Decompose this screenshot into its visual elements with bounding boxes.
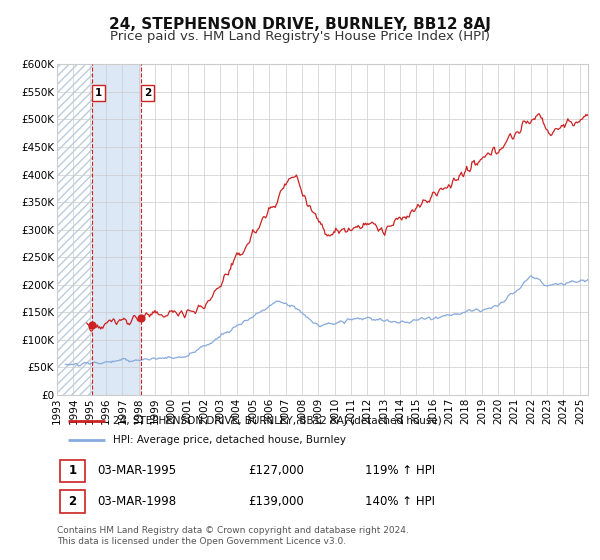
Point (137, 314, 146, 323)
Text: 2: 2 (68, 495, 76, 508)
FancyBboxPatch shape (59, 460, 85, 482)
Text: 1: 1 (68, 464, 76, 478)
Text: 03-MAR-1998: 03-MAR-1998 (97, 495, 176, 508)
Text: Contains HM Land Registry data © Crown copyright and database right 2024.
This d: Contains HM Land Registry data © Crown c… (57, 526, 409, 546)
Text: 03-MAR-1995: 03-MAR-1995 (97, 464, 176, 478)
Bar (92, 64, 142, 395)
Text: 2: 2 (144, 88, 151, 98)
Text: 24, STEPHENSON DRIVE, BURNLEY, BB12 8AJ (detached house): 24, STEPHENSON DRIVE, BURNLEY, BB12 8AJ … (113, 416, 442, 426)
Text: 24, STEPHENSON DRIVE, BURNLEY, BB12 8AJ: 24, STEPHENSON DRIVE, BURNLEY, BB12 8AJ (109, 17, 491, 32)
Text: 1: 1 (95, 88, 102, 98)
Text: HPI: Average price, detached house, Burnley: HPI: Average price, detached house, Burn… (113, 435, 346, 445)
Text: 140% ↑ HPI: 140% ↑ HPI (365, 495, 435, 508)
Text: Price paid vs. HM Land Registry's House Price Index (HPI): Price paid vs. HM Land Registry's House … (110, 30, 490, 43)
Point (88, 320, 97, 329)
Text: £139,000: £139,000 (248, 495, 304, 508)
Text: 119% ↑ HPI: 119% ↑ HPI (365, 464, 435, 478)
FancyBboxPatch shape (59, 491, 85, 513)
Text: £127,000: £127,000 (248, 464, 304, 478)
Bar (57, 64, 92, 395)
